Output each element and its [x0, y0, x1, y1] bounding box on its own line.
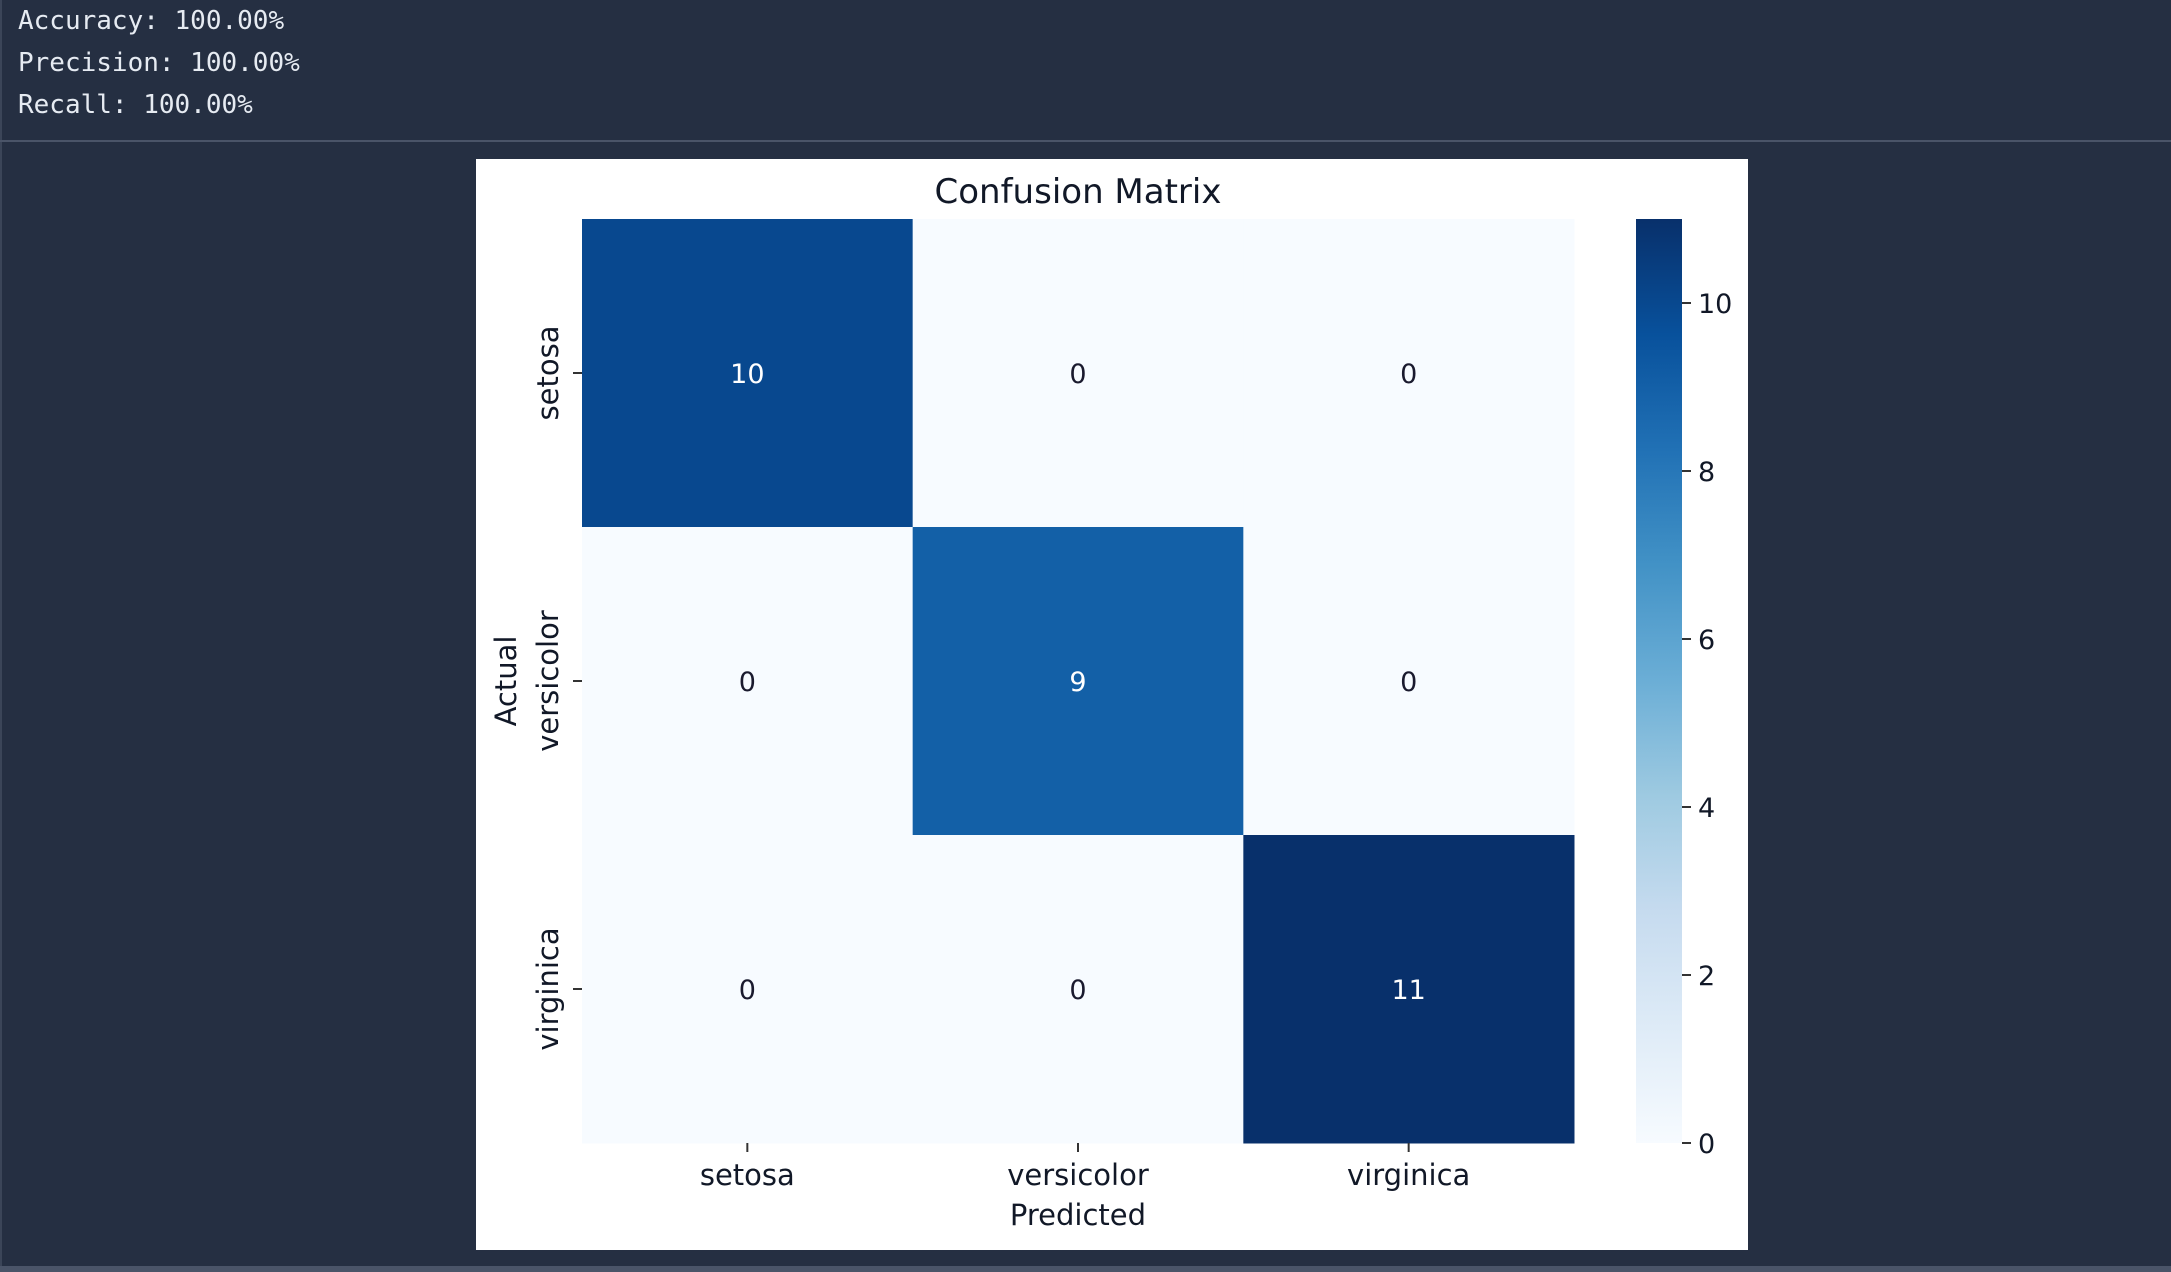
chart-title: Confusion Matrix	[935, 172, 1222, 212]
heatmap-cell	[912, 527, 1244, 836]
cell-value-label: 10	[730, 359, 764, 390]
heatmap-cell	[1243, 219, 1575, 528]
cell-value-label: 0	[739, 975, 756, 1006]
cell-value-label: 0	[739, 667, 756, 698]
heatmap-cell	[912, 219, 1244, 528]
colorbar-tick-label: 0	[1698, 1129, 1715, 1160]
cell-output-text: Accuracy: 100.00% Precision: 100.00% Rec…	[18, 0, 300, 126]
x-tick-label: versicolor	[1007, 1158, 1149, 1192]
recall-line: Recall: 100.00%	[18, 90, 253, 120]
cell-value-label: 11	[1391, 975, 1425, 1006]
heatmap-cell	[1243, 527, 1575, 836]
output-divider	[0, 140, 2171, 142]
y-tick-label: setosa	[531, 326, 565, 421]
heatmap-cell	[912, 835, 1244, 1144]
accuracy-line: Accuracy: 100.00%	[18, 6, 285, 36]
cell-value-label: 0	[1069, 975, 1086, 1006]
heatmap-cell	[582, 219, 914, 528]
y-tick-label: versicolor	[531, 610, 565, 752]
cell-value-label: 0	[1400, 667, 1417, 698]
heatmap-svg: 10 0 0 0 9 0 0 0 11 Confusion Matrix setosa versico…	[489, 172, 1732, 1232]
x-axis-label: Predicted	[1010, 1198, 1146, 1232]
cell-value-label: 0	[1069, 359, 1086, 390]
colorbar-tick-label: 2	[1698, 961, 1715, 992]
x-tick-label: virginica	[1347, 1158, 1470, 1192]
output-bottom-border	[0, 1266, 2171, 1272]
heatmap-cell	[582, 527, 914, 836]
colorbar-tick-label: 4	[1698, 793, 1715, 824]
colorbar-tick-label: 10	[1698, 289, 1732, 320]
heatmap-cell	[582, 835, 914, 1144]
heatmap-cell	[1243, 835, 1575, 1144]
confusion-matrix-figure: 10 0 0 0 9 0 0 0 11 Confusion Matrix setosa versico…	[476, 159, 1748, 1250]
colorbar	[1636, 219, 1682, 1143]
x-tick-label: setosa	[700, 1158, 795, 1192]
y-tick-label: virginica	[531, 927, 565, 1050]
output-panel-border	[0, 0, 2, 1272]
cell-value-label: 0	[1400, 359, 1417, 390]
precision-line: Precision: 100.00%	[18, 48, 300, 78]
colorbar-tick-label: 6	[1698, 625, 1715, 656]
y-axis-label: Actual	[489, 636, 523, 727]
colorbar-tick-label: 8	[1698, 457, 1715, 488]
cell-value-label: 9	[1069, 667, 1086, 698]
